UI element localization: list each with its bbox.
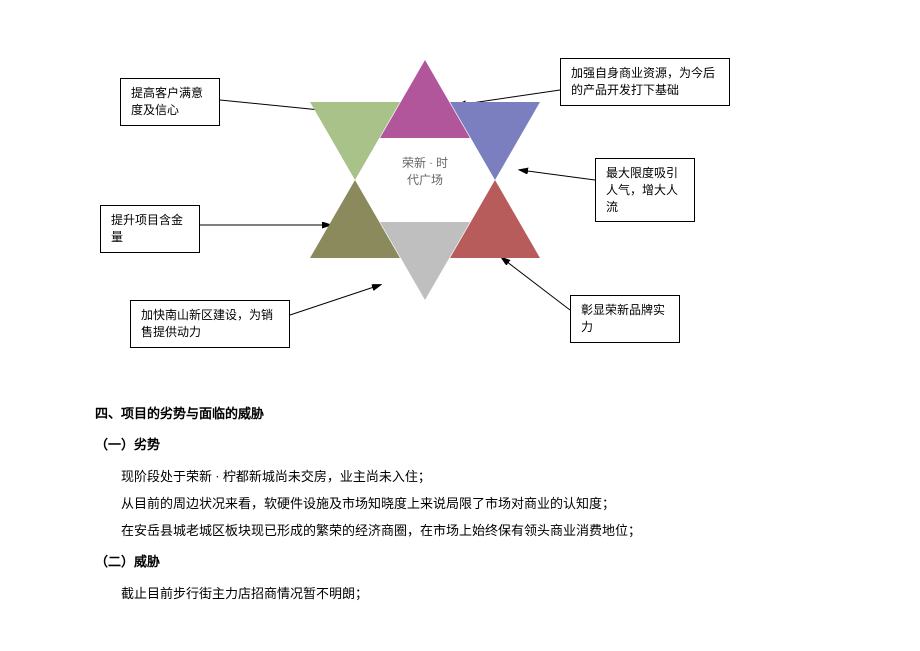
center-label: 荣新 · 时 代广场 [385, 155, 465, 205]
center-line2: 代广场 [385, 172, 465, 189]
paragraph-4: 截止目前步行街主力店招商情况暂不明朗； [95, 580, 815, 607]
subheading-1: （一）劣势 [95, 431, 815, 458]
center-line1: 荣新 · 时 [385, 155, 465, 172]
text-section: 四、项目的劣势与面临的威胁 （一）劣势 现阶段处于荣新 · 柠都新城尚未交房，业… [95, 400, 815, 607]
star-diagram: 加强自身商业资源，为今后的产品开发打下基础 提高客户满意度及信心 最大限度吸引人… [70, 30, 790, 360]
paragraph-3: 在安岳县城老城区板块现已形成的繁荣的经济商圈，在市场上始终保有领头商业消费地位； [95, 517, 815, 544]
subheading-2: （二）威胁 [95, 548, 815, 575]
section-heading: 四、项目的劣势与面临的威胁 [95, 400, 815, 427]
star-of-david: 荣新 · 时 代广场 [295, 60, 555, 320]
paragraph-2: 从目前的周边状况来看，软硬件设施及市场知晓度上来说局限了市场对商业的认知度； [95, 490, 815, 517]
paragraph-1: 现阶段处于荣新 · 柠都新城尚未交房，业主尚未入住； [95, 463, 815, 490]
